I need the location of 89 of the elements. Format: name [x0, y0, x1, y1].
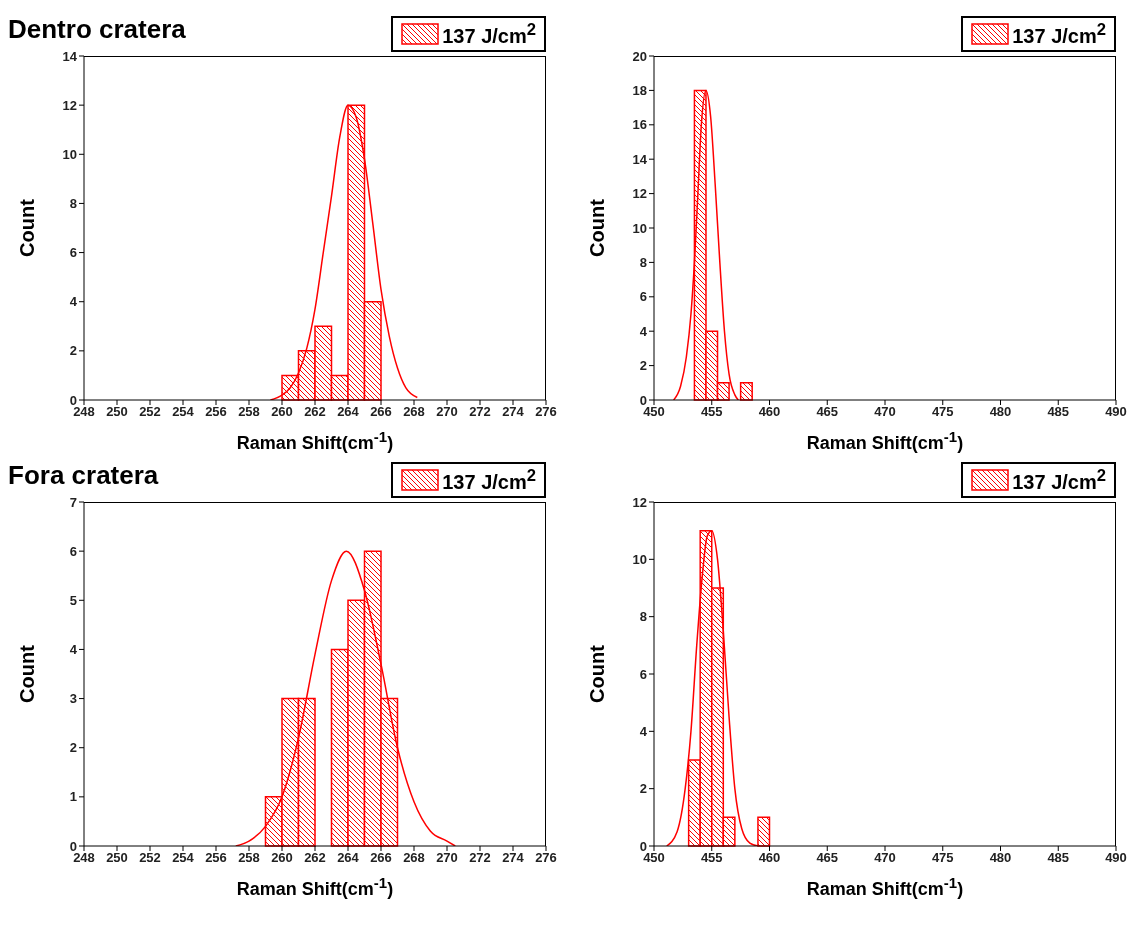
x-tick-label: 485 — [1047, 404, 1070, 420]
x-tick-label: 262 — [304, 850, 326, 866]
x-tick-label: 268 — [403, 850, 425, 866]
y-tick-label: 10 — [632, 551, 647, 567]
y-tick-label: 4 — [639, 723, 648, 739]
y-tick-label: 4 — [69, 294, 78, 310]
x-tick-label: 266 — [370, 404, 392, 420]
x-tick-label: 465 — [816, 850, 839, 866]
y-tick-label: 8 — [639, 255, 647, 271]
y-tick-label: 10 — [62, 146, 77, 162]
x-tick-label: 254 — [172, 404, 195, 420]
x-tick-label: 460 — [758, 850, 781, 866]
y-tick-label: 6 — [639, 666, 647, 682]
y-tick-label: 10 — [632, 220, 647, 236]
x-tick-label: 256 — [205, 404, 227, 420]
y-tick-label: 12 — [62, 97, 77, 113]
y-tick-label: 18 — [632, 83, 647, 99]
x-tick-label: 274 — [502, 850, 525, 866]
y-tick-label: 8 — [639, 609, 647, 625]
line-series — [235, 550, 456, 846]
x-tick-label: 465 — [816, 404, 839, 420]
x-tick-label: 455 — [700, 850, 723, 866]
y-tick-label: 2 — [639, 781, 647, 797]
x-tick-label: 258 — [238, 404, 260, 420]
x-tick-label: 475 — [931, 404, 954, 420]
x-tick-label: 475 — [931, 850, 954, 866]
chart-title: Fora cratera — [8, 460, 159, 490]
y-tick-label: 16 — [632, 117, 647, 133]
legend-label: 137 J/cm$^{2}$ — [1012, 466, 1106, 494]
y-axis-title: Count — [15, 645, 39, 703]
x-axis-title: Raman Shift(cm$^{-1}$) — [236, 874, 394, 899]
x-tick-label: 256 — [205, 850, 227, 866]
y-tick-label: 6 — [69, 245, 77, 261]
y-tick-label: 4 — [69, 642, 78, 658]
y-axis-title: Count — [585, 645, 609, 703]
x-tick-label: 264 — [337, 850, 360, 866]
y-axis-title: Count — [585, 199, 609, 257]
x-tick-label: 250 — [106, 850, 128, 866]
y-axis-title: Count — [15, 199, 39, 257]
x-tick-label: 490 — [1105, 850, 1127, 866]
x-tick-label: 266 — [370, 850, 392, 866]
legend-label: 137 J/cm$^{2}$ — [442, 466, 536, 494]
chart-title: Dentro cratera — [8, 14, 186, 44]
legend-label: 137 J/cm$^{2}$ — [1012, 20, 1106, 48]
y-tick-label: 6 — [69, 543, 77, 559]
y-tick-label: 12 — [632, 186, 647, 202]
x-tick-label: 254 — [172, 850, 195, 866]
x-tick-label: 276 — [535, 404, 557, 420]
y-tick-label: 2 — [69, 740, 77, 756]
x-tick-label: 270 — [436, 850, 458, 866]
y-tick-label: 2 — [639, 358, 647, 374]
x-tick-label: 272 — [469, 850, 491, 866]
x-tick-label: 252 — [139, 850, 161, 866]
x-tick-label: 274 — [502, 404, 525, 420]
x-tick-label: 270 — [436, 404, 458, 420]
y-tick-label: 6 — [639, 289, 647, 305]
x-tick-label: 258 — [238, 850, 260, 866]
x-axis-title: Raman Shift(cm$^{-1}$) — [236, 428, 394, 453]
y-tick-label: 12 — [632, 494, 647, 510]
y-tick-label: 8 — [69, 196, 77, 212]
y-tick-label: 4 — [639, 323, 648, 339]
x-tick-label: 268 — [403, 404, 425, 420]
x-tick-label: 485 — [1047, 850, 1070, 866]
x-tick-label: 272 — [469, 404, 491, 420]
y-tick-label: 14 — [632, 151, 648, 167]
y-tick-label: 20 — [632, 48, 647, 64]
x-tick-label: 262 — [304, 404, 326, 420]
x-tick-label: 260 — [271, 850, 293, 866]
x-tick-label: 250 — [106, 404, 128, 420]
x-tick-label: 470 — [874, 850, 896, 866]
y-tick-label: 3 — [69, 691, 77, 707]
x-tick-label: 252 — [139, 404, 161, 420]
y-tick-label: 14 — [62, 48, 78, 64]
x-tick-label: 490 — [1105, 404, 1127, 420]
x-tick-label: 455 — [700, 404, 723, 420]
x-tick-label: 264 — [337, 404, 360, 420]
y-tick-label: 7 — [69, 494, 77, 510]
x-tick-label: 480 — [989, 404, 1012, 420]
x-tick-label: 470 — [874, 404, 896, 420]
x-axis-title: Raman Shift(cm$^{-1}$) — [806, 874, 964, 899]
y-tick-label: 5 — [69, 592, 77, 608]
y-tick-label: 2 — [69, 343, 77, 359]
x-tick-label: 480 — [989, 850, 1012, 866]
x-axis-title: Raman Shift(cm$^{-1}$) — [806, 428, 964, 453]
x-tick-label: 460 — [758, 404, 781, 420]
y-tick-label: 1 — [69, 789, 77, 805]
x-tick-label: 260 — [271, 404, 293, 420]
legend-label: 137 J/cm$^{2}$ — [442, 20, 536, 48]
x-tick-label: 276 — [535, 850, 557, 866]
